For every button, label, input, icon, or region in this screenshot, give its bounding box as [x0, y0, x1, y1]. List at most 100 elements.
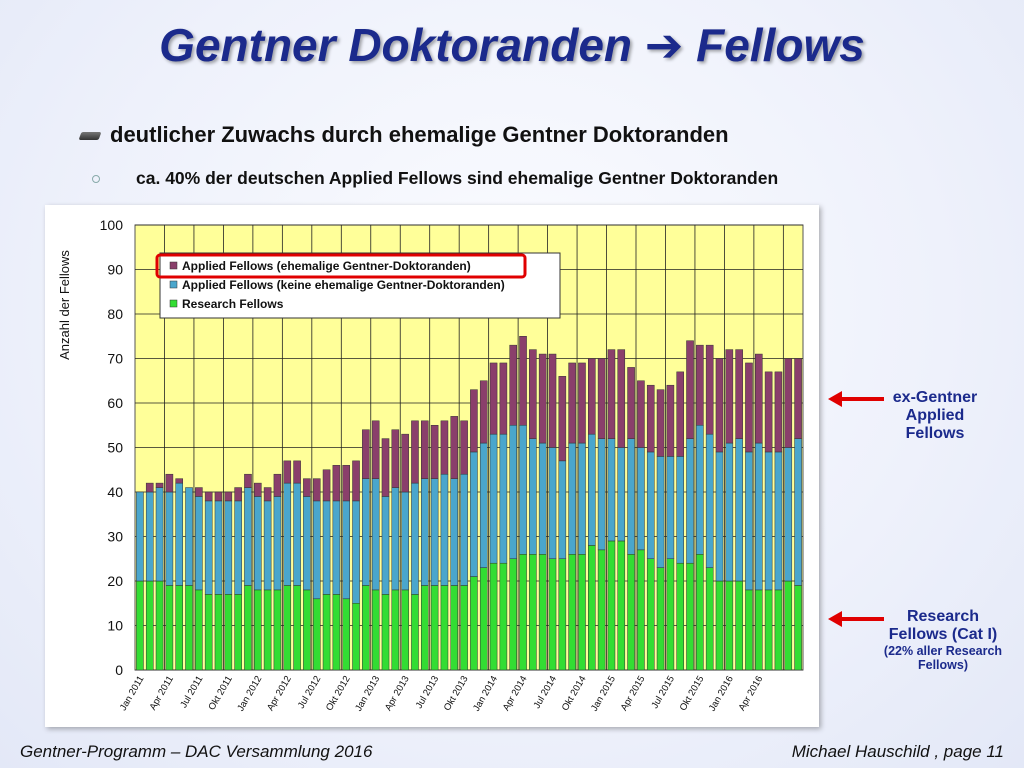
- bar-segment-s1-7: [204, 500, 213, 595]
- bar-segment-s0-59: [715, 580, 724, 671]
- x-tick-label: Okt 2015: [678, 674, 707, 713]
- y-tick-label: 20: [107, 573, 123, 589]
- bar-segment-s2-28: [411, 420, 419, 484]
- bar-segment-s1-33: [460, 473, 468, 586]
- bar-segment-s1-25: [381, 496, 390, 595]
- bar-segment-s0-50: [627, 554, 635, 671]
- bar-segment-s0-5: [185, 585, 193, 671]
- bar-segment-s1-12: [254, 496, 262, 591]
- bar-segment-s1-36: [489, 433, 498, 564]
- bar-segment-s2-60: [725, 349, 734, 444]
- bar-segment-s0-2: [155, 580, 164, 671]
- bar-segment-s0-64: [764, 589, 773, 671]
- bar-segment-s1-53: [656, 456, 665, 568]
- title-part2: Fellows: [696, 19, 865, 71]
- bar-segment-s1-21: [342, 500, 350, 600]
- bar-segment-s0-17: [303, 589, 311, 671]
- bar-segment-s0-13: [263, 589, 272, 671]
- bar-segment-s1-64: [764, 451, 773, 591]
- bar-segment-s2-38: [509, 344, 517, 426]
- bar-segment-s0-56: [686, 562, 694, 671]
- bar-segment-s2-33: [460, 420, 468, 475]
- x-tick-label: Okt 2012: [324, 674, 353, 713]
- bar-segment-s0-18: [312, 598, 321, 671]
- bar-segment-s2-25: [381, 438, 390, 497]
- bar-segment-s2-44: [568, 362, 576, 444]
- bar-segment-s0-25: [381, 594, 390, 671]
- research-line2: Fellows (Cat I): [888, 626, 998, 643]
- bar-segment-s1-45: [578, 442, 586, 555]
- bar-segment-s0-35: [479, 567, 488, 671]
- ex-gentner-line2: Applied: [905, 407, 965, 424]
- bar-segment-s1-58: [705, 433, 714, 568]
- bar-segment-s1-10: [234, 500, 242, 595]
- bar-segment-s0-9: [224, 594, 233, 671]
- bar-segment-s0-61: [735, 580, 743, 671]
- footer-right: Michael Hauschild , page 11: [791, 742, 1004, 761]
- bar-segment-s0-19: [322, 594, 331, 671]
- bar-segment-s0-33: [460, 585, 468, 671]
- bar-segment-s1-26: [391, 487, 400, 591]
- bar-segment-s2-7: [204, 491, 213, 502]
- bar-segment-s1-60: [725, 442, 734, 582]
- research-sub-line2: Fellows): [917, 658, 968, 672]
- x-tick-label: Okt 2011: [206, 674, 234, 712]
- bar-segment-s2-63: [755, 353, 763, 444]
- bar-segment-s2-13: [263, 487, 272, 502]
- legend-label: Research Fellows: [182, 297, 284, 311]
- bar-segment-s1-14: [273, 496, 282, 591]
- x-tick-label: Jan 2014: [471, 674, 500, 713]
- bar-segment-s1-65: [774, 451, 783, 591]
- bar-segment-s2-34: [470, 389, 478, 453]
- bar-segment-s0-36: [489, 562, 498, 671]
- bar-segment-s1-42: [548, 447, 557, 559]
- bar-segment-s2-48: [607, 349, 616, 439]
- bar-segment-s1-4: [175, 482, 183, 586]
- bar-segment-s0-4: [175, 585, 183, 671]
- bar-segment-s1-66: [784, 447, 793, 582]
- bar-segment-s1-49: [617, 447, 626, 542]
- bar-segment-s1-13: [263, 500, 272, 591]
- research-label: Research Fellows (Cat I) (22% aller Rese…: [872, 608, 1014, 672]
- bar-segment-s2-50: [627, 367, 635, 439]
- bar-segment-s2-19: [322, 469, 331, 502]
- bar-segment-s0-51: [637, 549, 645, 671]
- bar-segment-s1-9: [224, 500, 233, 595]
- bar-segment-s0-54: [666, 558, 675, 671]
- bar-segment-s0-21: [342, 598, 350, 671]
- y-tick-label: 30: [107, 529, 123, 545]
- legend-swatch: [169, 280, 178, 289]
- bar-segment-s0-32: [450, 585, 459, 671]
- x-tick-label: Jan 2015: [589, 674, 618, 713]
- bar-segment-s1-43: [558, 460, 567, 560]
- x-tick-label: Okt 2014: [560, 674, 589, 713]
- bar-segment-s2-46: [588, 358, 596, 435]
- bar-segment-s2-2: [155, 482, 164, 488]
- ex-gentner-line3: Fellows: [905, 425, 965, 442]
- chart-frame: 0 10 20 30 40 50 60 70 80 90 100 Jan 2011 Apr 2011 Ju…: [45, 205, 819, 727]
- bar-segment-s2-57: [696, 344, 704, 426]
- bar-segment-s0-11: [244, 585, 252, 671]
- x-tick-label: Jan 2013: [353, 674, 382, 713]
- bar-segment-s2-59: [715, 358, 724, 453]
- bar-segment-s2-65: [774, 371, 783, 453]
- bar-segment-s2-24: [371, 420, 380, 479]
- bar-segment-s2-10: [234, 487, 242, 502]
- bar-segment-s0-66: [784, 580, 793, 671]
- bar-segment-s2-36: [489, 362, 498, 435]
- bar-segment-s1-23: [362, 478, 370, 586]
- circle-bullet-icon: [92, 175, 100, 184]
- bar-segment-s2-29: [421, 420, 429, 479]
- y-tick-label: 60: [107, 395, 123, 411]
- bar-segment-s0-44: [568, 554, 576, 671]
- bar-segment-s2-31: [440, 420, 449, 475]
- bar-segment-s0-23: [362, 585, 370, 671]
- bar-segment-s2-27: [401, 433, 409, 493]
- bar-segment-s1-32: [450, 478, 459, 586]
- bar-segment-s0-40: [529, 554, 537, 671]
- bar-segment-s1-0: [136, 491, 144, 582]
- bar-segment-s2-17: [303, 478, 311, 497]
- bar-segment-s1-41: [538, 442, 547, 555]
- bar-segment-s0-27: [401, 589, 409, 671]
